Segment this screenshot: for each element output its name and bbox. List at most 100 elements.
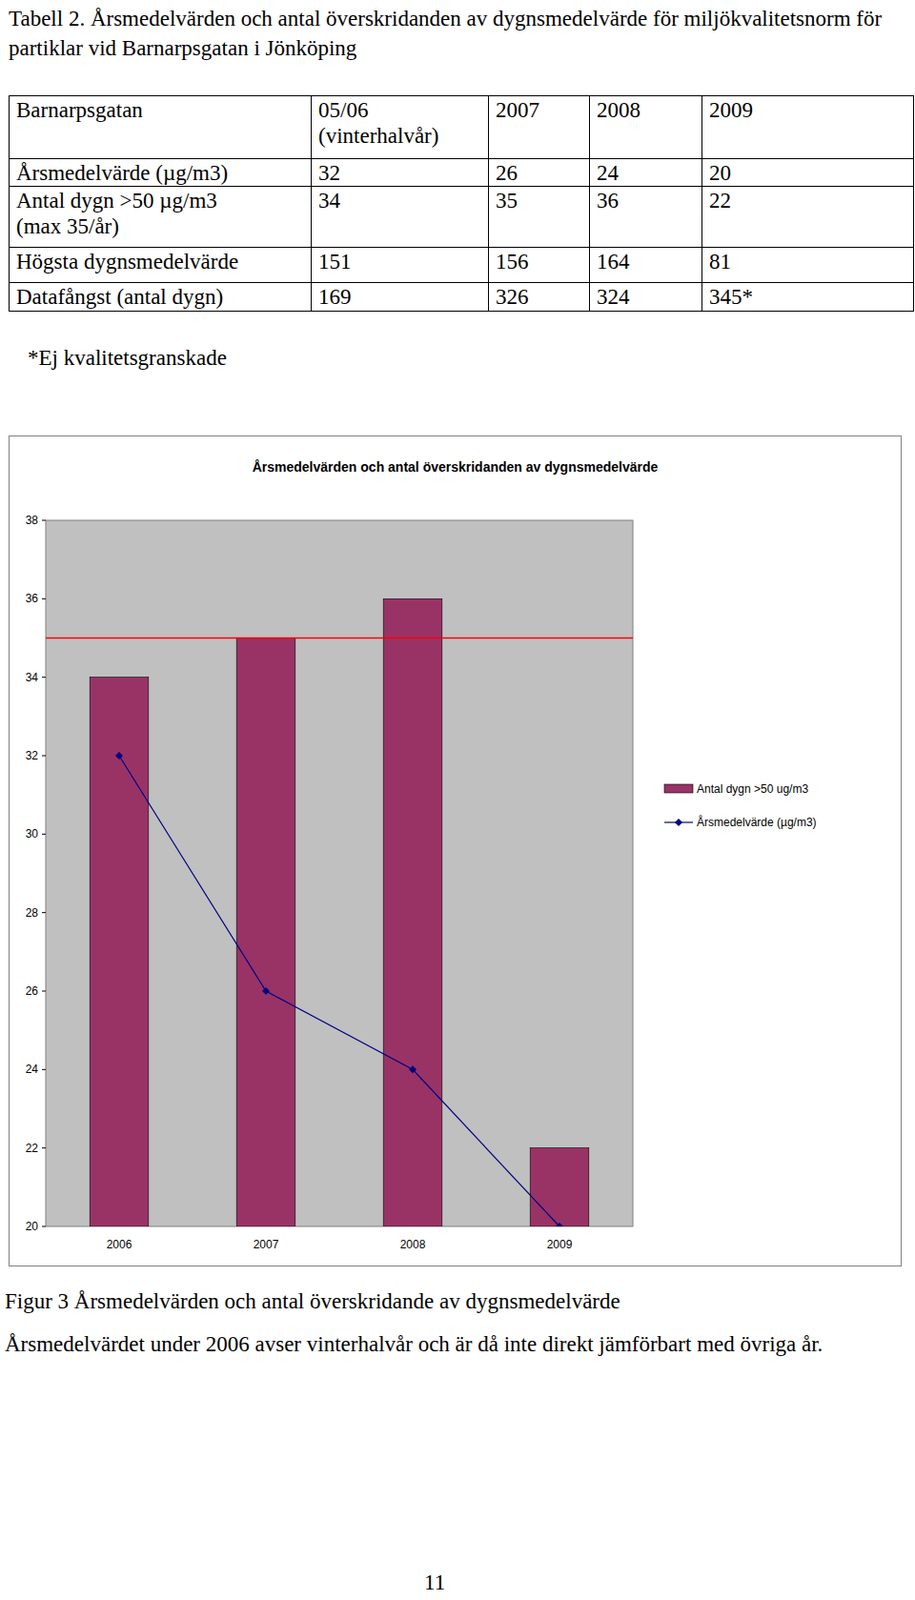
- y-tick-label: 36: [25, 591, 40, 606]
- x-tick-label: 2009: [547, 1238, 573, 1252]
- cell-text: 26: [495, 160, 590, 186]
- table-cell: 345*: [702, 283, 915, 312]
- table-cell: Årsmedelvärde (µg/m3): [9, 159, 312, 187]
- y-tick: [41, 833, 46, 835]
- legend-label: Antal dygn >50 ug/m3: [696, 782, 809, 796]
- table-cell: 36: [589, 186, 703, 248]
- y-tick-label: 34: [25, 671, 40, 685]
- marks: [45, 598, 633, 1227]
- cell-text: 2009: [709, 97, 914, 123]
- cell-text: 20: [709, 160, 914, 186]
- y-tick: [41, 1226, 46, 1228]
- bar: [529, 1148, 590, 1227]
- cell-text: 35: [495, 187, 590, 214]
- table-cell: 20: [702, 159, 915, 187]
- table-cell: 2009: [702, 96, 915, 160]
- cell-text: 32: [318, 160, 488, 186]
- bar: [89, 677, 149, 1227]
- y-tick-label: 30: [25, 827, 40, 841]
- cell-text: 345*: [709, 284, 914, 310]
- cell-text: Datafångst (antal dygn): [16, 284, 311, 310]
- legend-swatch: [664, 784, 693, 793]
- cell-text: 324: [596, 284, 702, 310]
- x-tick-label: 2007: [253, 1238, 280, 1252]
- cell-text: 22: [709, 187, 914, 214]
- y-tick: [41, 991, 46, 993]
- table-cell: 26: [488, 159, 590, 187]
- table-row: Årsmedelvärde (µg/m3) 32 2624 20: [9, 159, 915, 187]
- table-cell: Datafångst (antal dygn): [9, 283, 312, 312]
- y-tick: [41, 755, 46, 757]
- table-cell: 169: [311, 283, 489, 312]
- cell-text: 151: [318, 248, 488, 275]
- table-cell: 2007: [488, 96, 590, 160]
- plot-area: [45, 520, 633, 1227]
- table-cell: 326: [488, 283, 590, 312]
- table-cell: 2008: [589, 96, 703, 160]
- marker: [408, 1065, 417, 1074]
- bar: [236, 638, 296, 1228]
- cell-text: (max 35/år): [16, 213, 311, 240]
- cell-text: 05/06: [318, 97, 488, 123]
- table-cell: 32: [311, 159, 489, 187]
- y-tick: [41, 1069, 46, 1071]
- cell-text: 36: [596, 187, 702, 214]
- line: [119, 755, 560, 1227]
- page-title: Tabell 2. Årsmedelvärden och antal övers…: [8, 3, 910, 63]
- cell-text: 326: [495, 284, 590, 310]
- cell-text: 156: [495, 248, 590, 275]
- y-tick: [41, 1147, 46, 1149]
- cell-text: (vinterhalvår): [318, 122, 488, 149]
- y-tick: [41, 520, 46, 522]
- table-cell: 81: [702, 247, 915, 284]
- cell-text: Årsmedelvärde (µg/m3): [16, 160, 311, 186]
- footnote: *Ej kvalitetsgranskade: [27, 345, 227, 371]
- y-tick-label: 20: [25, 1220, 40, 1234]
- chart-title: Årsmedelvärden och antal överskridanden …: [252, 459, 659, 475]
- table-cell: 164: [589, 247, 703, 284]
- table-row: Högsta dygnsmedelvärde 151 15616481: [9, 247, 915, 284]
- x-tick-label: 2006: [106, 1238, 133, 1252]
- cell-text: Antal dygn >50 µg/m3: [16, 187, 311, 214]
- y-tick-label: 28: [25, 906, 40, 920]
- cell-text: 34: [318, 187, 488, 214]
- y-tick: [41, 598, 46, 600]
- y-tick-label: 26: [25, 984, 40, 998]
- threshold-line: [45, 637, 633, 640]
- table-cell: Barnarpsgatan: [9, 96, 312, 160]
- table-cell: Högsta dygnsmedelvärde: [9, 247, 312, 284]
- cell-text: 2007: [495, 97, 590, 123]
- y-tick: [41, 676, 46, 678]
- cell-text: 169: [318, 284, 488, 310]
- table-row: Datafångst (antal dygn) 169 326324 345*: [9, 283, 915, 312]
- table-cell: 34: [311, 186, 489, 248]
- figure-note: Årsmedelvärdet under 2006 avser vinterha…: [4, 1329, 892, 1361]
- y-tick-label: 24: [25, 1062, 40, 1077]
- table-cell: 22: [702, 186, 915, 248]
- x-tick-label: 2008: [400, 1238, 427, 1252]
- table-cell: 35: [488, 186, 590, 248]
- marker: [115, 752, 123, 760]
- chart-frame: [9, 436, 902, 1267]
- header-row: Barnarpsgatan05/06(vinterhalvår) 20072008…: [9, 96, 915, 160]
- cell-text: 164: [596, 248, 702, 275]
- y-tick-label: 38: [25, 513, 40, 528]
- figure-caption: Figur 3 Årsmedelvärden och antal överskr…: [4, 1286, 911, 1317]
- bar: [383, 598, 443, 1227]
- page-number: 11: [424, 1569, 446, 1596]
- data-table: Barnarpsgatan05/06(vinterhalvår) 20072008…: [8, 95, 915, 312]
- marker: [555, 1222, 564, 1227]
- table-cell: 324: [589, 283, 703, 312]
- chart: Årsmedelvärden och antal överskridanden …: [8, 435, 902, 1267]
- table-cell: 156: [488, 247, 590, 284]
- legend-label: Årsmedelvärde (µg/m3): [696, 814, 817, 830]
- cell-text: 24: [596, 160, 702, 186]
- legend-marker: [674, 818, 683, 827]
- cell-text: 2008: [596, 97, 702, 123]
- y-tick-label: 32: [25, 749, 40, 763]
- y-tick: [41, 912, 46, 914]
- table-cell: 24: [589, 159, 703, 187]
- table-row: Antal dygn >50 µg/m3(max 35/år)34353622: [9, 186, 915, 248]
- cell-text: Högsta dygnsmedelvärde: [16, 248, 311, 275]
- table-cell: Antal dygn >50 µg/m3(max 35/år): [9, 186, 312, 248]
